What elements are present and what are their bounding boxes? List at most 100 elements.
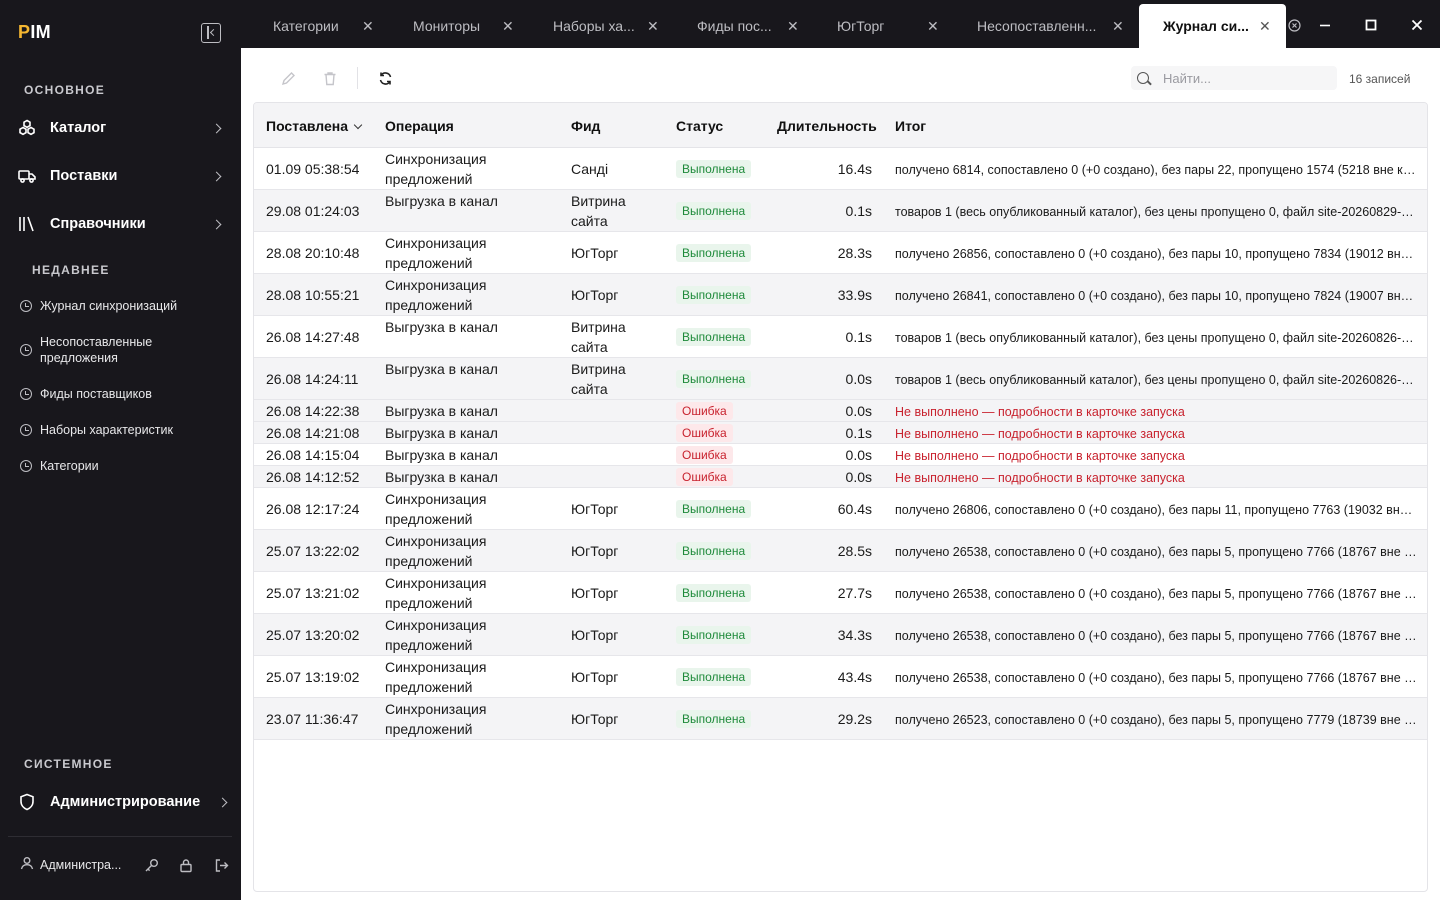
delete-icon[interactable] xyxy=(320,68,340,88)
cell-operation: Синхронизация предложений xyxy=(385,575,487,611)
status-badge: Выполнена xyxy=(676,500,752,518)
key-icon[interactable] xyxy=(142,856,160,874)
status-badge: Выполнена xyxy=(676,626,752,644)
user-row: Администра... xyxy=(20,854,230,876)
cell-result: товаров 1 (весь опубликованный каталог),… xyxy=(895,373,1417,387)
column-header-status[interactable]: Статус xyxy=(676,118,724,134)
recent-item-feeds[interactable]: Фиды поставщиков xyxy=(20,386,220,402)
close-icon[interactable]: ✕ xyxy=(787,18,799,34)
status-badge: Выполнена xyxy=(676,370,752,388)
cell-duration: 0.1s xyxy=(845,329,872,345)
recent-item-categories[interactable]: Категории xyxy=(20,458,220,474)
table-row[interactable]: 26.08 14:12:52 Выгрузка в канал Ошибка 0.0s… xyxy=(254,466,1427,488)
table-row[interactable]: 26.08 12:17:24 Синхронизация предложений Ю… xyxy=(254,488,1427,530)
chevron-right-icon xyxy=(211,123,222,133)
tab-categories[interactable]: Категории ✕ xyxy=(273,4,411,48)
chevron-right-icon xyxy=(211,219,222,229)
user-icon[interactable] xyxy=(20,856,34,875)
tab-monitors[interactable]: Мониторы ✕ xyxy=(413,4,551,48)
close-icon[interactable]: ✕ xyxy=(1112,18,1124,34)
nav-item-catalog[interactable]: Каталог xyxy=(16,110,228,146)
column-header-feed[interactable]: Фид xyxy=(571,118,601,134)
tab-attribute-sets[interactable]: Наборы ха... ✕ xyxy=(553,4,691,48)
cell-duration: 28.5s xyxy=(837,543,872,559)
cell-result: получено 26523, сопоставлено 0 (+0 созда… xyxy=(895,713,1417,727)
status-badge: Выполнена xyxy=(676,584,752,602)
close-icon[interactable]: ✕ xyxy=(647,18,659,34)
cell-date: 26.08 14:27:48 xyxy=(266,329,360,345)
table-row[interactable]: 29.08 01:24:03 Выгрузка в канал Витрина са… xyxy=(254,190,1427,232)
status-badge: Выполнена xyxy=(676,710,752,728)
tab-sync-log[interactable]: Журнал си... ✕ xyxy=(1139,4,1286,48)
minimize-icon[interactable] xyxy=(1315,15,1335,35)
cell-result: получено 26538, сопоставлено 0 (+0 созда… xyxy=(895,671,1417,685)
close-icon[interactable]: ✕ xyxy=(502,18,514,34)
tab-yugtorg[interactable]: ЮгТорг ✕ xyxy=(837,4,975,48)
recent-item-unmatched[interactable]: Несопоставленные предложения xyxy=(20,334,170,366)
table-row[interactable]: 23.07 11:36:47 Синхронизация предложений Ю… xyxy=(254,698,1427,740)
table-row[interactable]: 28.08 10:55:21 Синхронизация предложений Ю… xyxy=(254,274,1427,316)
table-row[interactable]: 25.07 13:21:02 Синхронизация предложений Ю… xyxy=(254,572,1427,614)
column-header-duration[interactable]: Длительность xyxy=(777,118,877,134)
cell-date: 28.08 10:55:21 xyxy=(266,287,360,303)
close-icon[interactable]: ✕ xyxy=(1259,18,1271,34)
table-row[interactable]: 26.08 14:21:08 Выгрузка в канал Ошибка 0.1s… xyxy=(254,422,1427,444)
app-logo[interactable]: PIM xyxy=(18,22,51,42)
edit-icon[interactable] xyxy=(278,68,298,88)
cell-date: 26.08 12:17:24 xyxy=(266,501,360,517)
recent-item-sync-log[interactable]: Журнал синхронизаций xyxy=(20,298,220,314)
table-row[interactable]: 01.09 05:38:54 Синхронизация предложений С… xyxy=(254,148,1427,190)
cell-feed: ЮгТорг xyxy=(571,627,619,643)
close-icon[interactable]: ✕ xyxy=(927,18,939,34)
logout-icon[interactable] xyxy=(212,856,230,874)
nav-label: Справочники xyxy=(50,216,146,232)
cell-duration: 60.4s xyxy=(837,501,872,517)
cell-operation: Синхронизация предложений xyxy=(385,277,487,313)
close-window-icon[interactable] xyxy=(1407,15,1427,35)
nav-item-supplies[interactable]: Поставки xyxy=(16,158,228,194)
nav-label: Каталог xyxy=(50,120,107,136)
column-header-placed[interactable]: Поставлена xyxy=(266,118,363,134)
table-row[interactable]: 26.08 14:15:04 Выгрузка в канал Ошибка 0.0s… xyxy=(254,444,1427,466)
table-row[interactable]: 26.08 14:22:38 Выгрузка в канал Ошибка 0.0s… xyxy=(254,400,1427,422)
lock-icon[interactable] xyxy=(177,856,195,874)
column-header-operation[interactable]: Операция xyxy=(385,118,454,134)
cell-result: получено 6814, сопоставлено 0 (+0 создан… xyxy=(895,163,1417,177)
tab-supplier-feeds[interactable]: Фиды пос... ✕ xyxy=(697,4,835,48)
tab-label: Несопоставленн... xyxy=(977,18,1097,34)
nav-item-references[interactable]: Справочники xyxy=(16,206,228,242)
maximize-icon[interactable] xyxy=(1361,15,1381,35)
section-label-recent: НЕДАВНЕЕ xyxy=(32,263,110,277)
tab-label: Наборы ха... xyxy=(553,18,635,34)
collapse-sidebar-icon[interactable] xyxy=(201,23,221,43)
sidebar: PIM ОСНОВНОЕ Каталог Поставки Справочник… xyxy=(0,0,241,900)
nav-item-administration[interactable]: Администрирование xyxy=(16,784,228,820)
clock-icon xyxy=(20,300,32,312)
tab-label: Журнал си... xyxy=(1163,18,1249,34)
recent-item-attribute-sets[interactable]: Наборы характеристик xyxy=(20,422,220,438)
cell-operation: Выгрузка в канал xyxy=(385,319,498,335)
search-input[interactable] xyxy=(1163,67,1333,89)
status-badge: Выполнена xyxy=(676,328,752,346)
cell-date: 23.07 11:36:47 xyxy=(266,711,359,727)
table-row[interactable]: 26.08 14:27:48 Выгрузка в канал Витрина са… xyxy=(254,316,1427,358)
refresh-icon[interactable] xyxy=(375,68,395,88)
close-icon[interactable]: ✕ xyxy=(362,18,374,34)
table-row[interactable]: 25.07 13:20:02 Синхронизация предложений Ю… xyxy=(254,614,1427,656)
cell-operation: Выгрузка в канал xyxy=(385,361,498,377)
tab-unmatched[interactable]: Несопоставленн... ✕ xyxy=(977,4,1137,48)
table-row[interactable]: 25.07 13:22:02 Синхронизация предложений Ю… xyxy=(254,530,1427,572)
user-name[interactable]: Администра... xyxy=(40,858,122,872)
cell-date: 28.08 20:10:48 xyxy=(266,245,360,261)
cell-feed: Санді xyxy=(571,161,609,177)
cell-date: 26.08 14:21:08 xyxy=(266,425,360,441)
circle-x-icon[interactable] xyxy=(1284,15,1304,35)
status-badge: Ошибка xyxy=(676,468,733,486)
column-header-result[interactable]: Итог xyxy=(895,118,927,134)
table-row[interactable]: 25.07 13:19:02 Синхронизация предложений Ю… xyxy=(254,656,1427,698)
clock-icon xyxy=(20,388,32,400)
cell-operation: Выгрузка в канал xyxy=(385,193,498,209)
table-row[interactable]: 28.08 20:10:48 Синхронизация предложений Ю… xyxy=(254,232,1427,274)
cell-operation: Выгрузка в канал xyxy=(385,447,498,463)
table-row[interactable]: 26.08 14:24:11 Выгрузка в канал Витрина са… xyxy=(254,358,1427,400)
